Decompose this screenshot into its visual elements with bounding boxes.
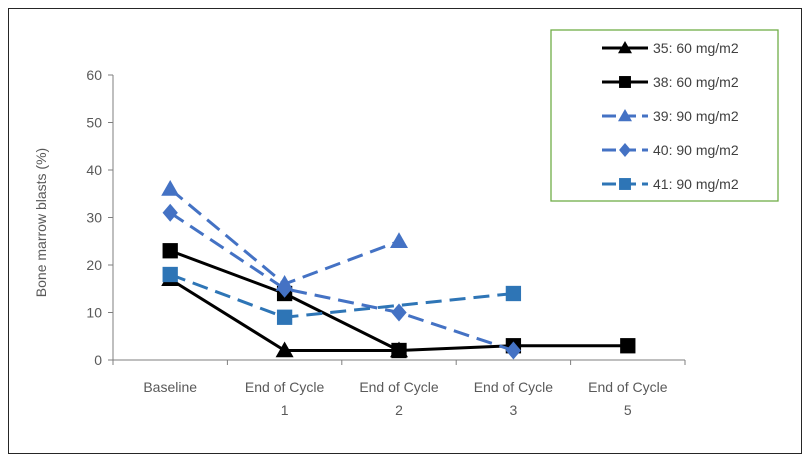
x-tick-label-line2: 2 (395, 402, 403, 418)
legend-entry: 35: 60 mg/m2 (602, 40, 739, 56)
legend-swatch-marker (619, 143, 631, 157)
legend-entry: 38: 60 mg/m2 (602, 74, 739, 90)
legend: 35: 60 mg/m2 38: 60 mg/m2 39: 90 mg/m2 40: … (550, 29, 779, 202)
legend-label: 40: 90 mg/m2 (653, 142, 739, 158)
x-tick-label: End of Cycle (359, 379, 439, 395)
legend-label: 41: 90 mg/m2 (653, 176, 739, 192)
series-line (169, 187, 400, 286)
legend-swatch-marker (618, 41, 632, 54)
x-tick-label-line2: 5 (624, 402, 632, 418)
series-5 (162, 266, 522, 325)
legend-label: 39: 90 mg/m2 (653, 108, 739, 124)
legend-swatch-marker (619, 76, 631, 88)
data-point (505, 341, 522, 360)
legend-label: 38: 60 mg/m2 (653, 74, 739, 90)
legend-box (550, 29, 779, 202)
x-tick-label: End of Cycle (245, 379, 325, 395)
x-tick-label-line2: 3 (510, 402, 518, 418)
data-point (161, 180, 180, 196)
y-tick-label: 50 (86, 115, 102, 131)
y-tick-label: 10 (86, 305, 102, 321)
legend-entry: 40: 90 mg/m2 (602, 142, 739, 158)
legend-swatch-marker (619, 178, 631, 190)
plot-area: 0 10 20 30 40 50 60 Baseline End of Cycle 1 End of… (33, 67, 686, 418)
x-tick-label-line2: 1 (281, 402, 289, 418)
x-tick-label: End of Cycle (474, 379, 554, 395)
legend-swatch-marker (618, 109, 632, 122)
series-3 (161, 180, 408, 291)
y-tick-label: 30 (86, 210, 102, 226)
data-point (390, 232, 408, 248)
x-tick-label: End of Cycle (588, 379, 668, 395)
data-point (505, 285, 522, 302)
data-point (162, 266, 178, 283)
series-4 (162, 203, 522, 360)
data-point (276, 279, 293, 298)
data-point (275, 341, 294, 358)
y-tick-label: 20 (86, 257, 102, 273)
data-point (391, 303, 407, 322)
y-tick-label: 60 (86, 67, 102, 83)
data-point (276, 309, 293, 325)
data-point (391, 342, 407, 359)
data-point (162, 243, 178, 259)
y-tick-label: 0 (94, 352, 102, 368)
series-2 (162, 243, 636, 359)
y-axis-title: Bone marrow blasts (%) (33, 148, 49, 297)
y-tick-label: 40 (86, 162, 102, 178)
data-point (620, 338, 636, 354)
x-tick-label: Baseline (143, 379, 197, 395)
legend-label: 35: 60 mg/m2 (653, 40, 739, 56)
data-point (162, 203, 178, 222)
legend-entry: 39: 90 mg/m2 (602, 108, 739, 124)
series-line (169, 211, 514, 352)
legend-entry: 41: 90 mg/m2 (602, 176, 739, 192)
